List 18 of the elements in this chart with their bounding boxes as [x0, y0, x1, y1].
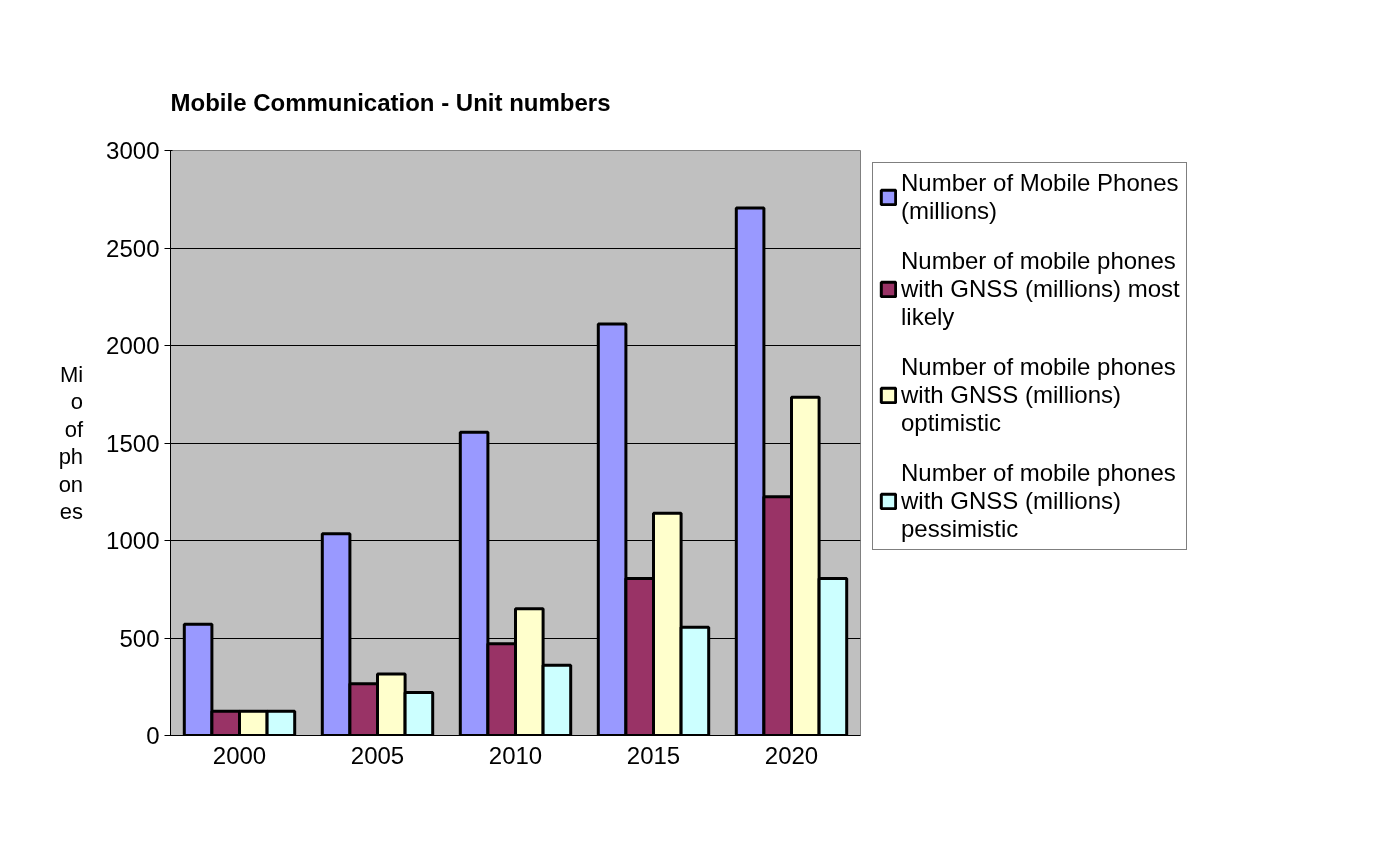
y-tick-label: 1000 — [106, 527, 160, 554]
x-tick-label: 2020 — [764, 741, 819, 769]
chart-title: Mobile Communication - Unit numbers — [170, 88, 611, 116]
legend-label: Number of mobile phones with GNSS (millions) most likely — [901, 247, 1180, 331]
legend-label: Number of mobile phones with GNSS (millions) pessimistic — [901, 459, 1176, 543]
y-tick-label: 1500 — [106, 429, 160, 457]
y-tick-label: 500 — [119, 624, 160, 652]
y-tick-label: 3000 — [106, 137, 160, 164]
legend-label: Number of Mobile Phones (millions) — [901, 169, 1179, 225]
y-axis-title: Mio of phones — [58, 361, 84, 525]
x-tick-label: 2015 — [626, 741, 681, 769]
y-tick-label: 2500 — [106, 234, 160, 262]
x-tick-label: 2005 — [350, 741, 405, 769]
x-tick-label: 2000 — [212, 741, 267, 769]
legend-label: Number of mobile phones with GNSS (millions) optimistic — [901, 353, 1176, 437]
x-tick-label: 2010 — [488, 741, 543, 769]
y-tick-label: 0 — [146, 722, 160, 749]
y-tick-label: 2000 — [106, 332, 160, 359]
